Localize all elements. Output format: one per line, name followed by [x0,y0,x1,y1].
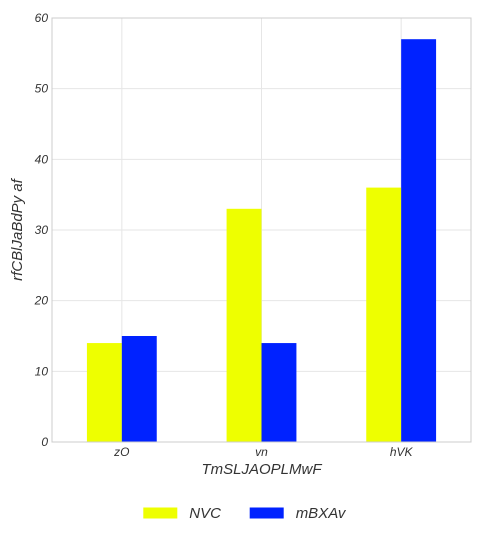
y-tick-label: 20 [34,294,49,308]
bars-layer [86,39,437,442]
y-tick-labels: 0 10 20 30 40 50 60 [34,11,49,449]
x-tick-labels: zO vn hVK [113,445,413,459]
y-tick-label: 50 [35,82,49,96]
plot-frame [51,17,472,443]
bar-mBXAv-hVK [401,39,437,442]
bar-NVC-vn [226,208,262,442]
y-tick-label: 0 [41,435,48,449]
legend-swatch-NVC [143,507,178,519]
legend: NVC mBXAv [143,505,347,522]
bar-mBXAv-vn [261,343,297,442]
bar-mBXAv-zO [121,336,157,442]
bar-NVC-hVK [366,187,402,442]
x-tick-label: vn [255,445,268,459]
bar-NVC-zO [86,343,122,442]
legend-swatch-mBXAv [249,507,284,519]
x-tick-label: zO [113,445,129,459]
legend-label: NVC [189,505,221,522]
x-axis-label: TmSLJAOPLMwF [201,461,322,478]
y-tick-label: 10 [35,364,49,378]
y-tick-label: 60 [35,11,49,25]
x-tick-label: hVK [390,445,414,459]
legend-label: mBXAv [296,505,347,522]
y-axis-label: rfCBlJaBdPy af [9,177,26,281]
y-tick-label: 40 [35,152,49,166]
y-tick-label: 30 [35,223,49,237]
